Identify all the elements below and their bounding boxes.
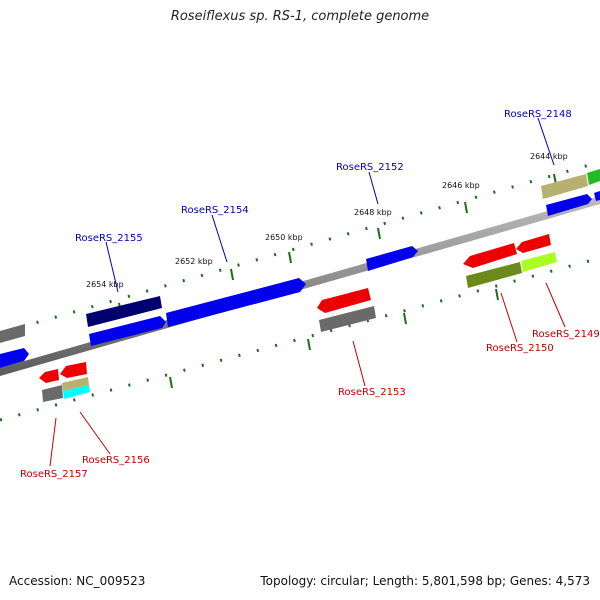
label-connectors-bottom <box>49 282 566 467</box>
gene-label: RoseRS_2153 <box>338 387 406 398</box>
scale-label: 2646 kbp <box>442 181 480 190</box>
gene-arrow <box>63 385 90 399</box>
gene-arrow <box>0 348 29 368</box>
gene-label: RoseRS_2150 <box>486 343 554 354</box>
gene-arrow <box>466 262 522 288</box>
gene-arrow <box>546 194 592 216</box>
gene-arrow <box>86 296 162 327</box>
gene-label: RoseRS_2157 <box>20 469 88 480</box>
gene-label: RoseRS_2152 <box>336 162 404 173</box>
gene-arrow <box>463 243 517 268</box>
gene-label: RoseRS_2156 <box>82 455 150 466</box>
gene-arrow <box>516 234 551 253</box>
gene-label: RoseRS_2155 <box>75 233 143 244</box>
gene-arrow <box>42 385 63 402</box>
gene-arrow <box>0 324 25 343</box>
gene-arrow <box>594 191 600 201</box>
label-connectors-top <box>105 117 555 293</box>
scale-label: 2652 kbp <box>175 257 213 266</box>
scale-label: 2654 kbp <box>86 280 124 289</box>
gene-arrow <box>62 377 89 391</box>
gene-arrow <box>319 306 376 332</box>
gene-arrow <box>60 362 87 378</box>
scale-labels: 2644 kbp 2646 kbp 2648 kbp 2650 kbp 2652… <box>86 152 568 289</box>
gene-label: RoseRS_2149 <box>532 329 600 340</box>
gene-labels-top: RoseRS_2148 RoseRS_2152 RoseRS_2154 Rose… <box>75 109 572 244</box>
forward-genes <box>0 169 600 368</box>
gene-arrow <box>89 316 166 346</box>
map-title: Roseiflexus sp. RS-1, complete genome <box>170 9 430 24</box>
accession-label: Accession: NC_009523 <box>9 574 146 588</box>
gene-arrow <box>587 169 600 185</box>
gene-arrow <box>366 246 418 271</box>
scale-label: 2650 kbp <box>265 233 303 242</box>
gene-arrow <box>317 288 371 313</box>
gene-labels-bottom: RoseRS_2149 RoseRS_2150 RoseRS_2153 Rose… <box>20 329 600 480</box>
gene-arrow <box>39 369 59 383</box>
scale-label: 2644 kbp <box>530 152 568 161</box>
scale-label: 2648 kbp <box>354 208 392 217</box>
genome-summary-label: Topology: circular; Length: 5,801,598 bp… <box>260 574 590 588</box>
gene-arrow <box>541 174 588 199</box>
gene-arrow <box>166 278 306 327</box>
gene-label: RoseRS_2148 <box>504 109 572 120</box>
gene-arrow <box>521 252 557 272</box>
gene-label: RoseRS_2154 <box>181 205 249 216</box>
reverse-genes <box>39 234 557 402</box>
